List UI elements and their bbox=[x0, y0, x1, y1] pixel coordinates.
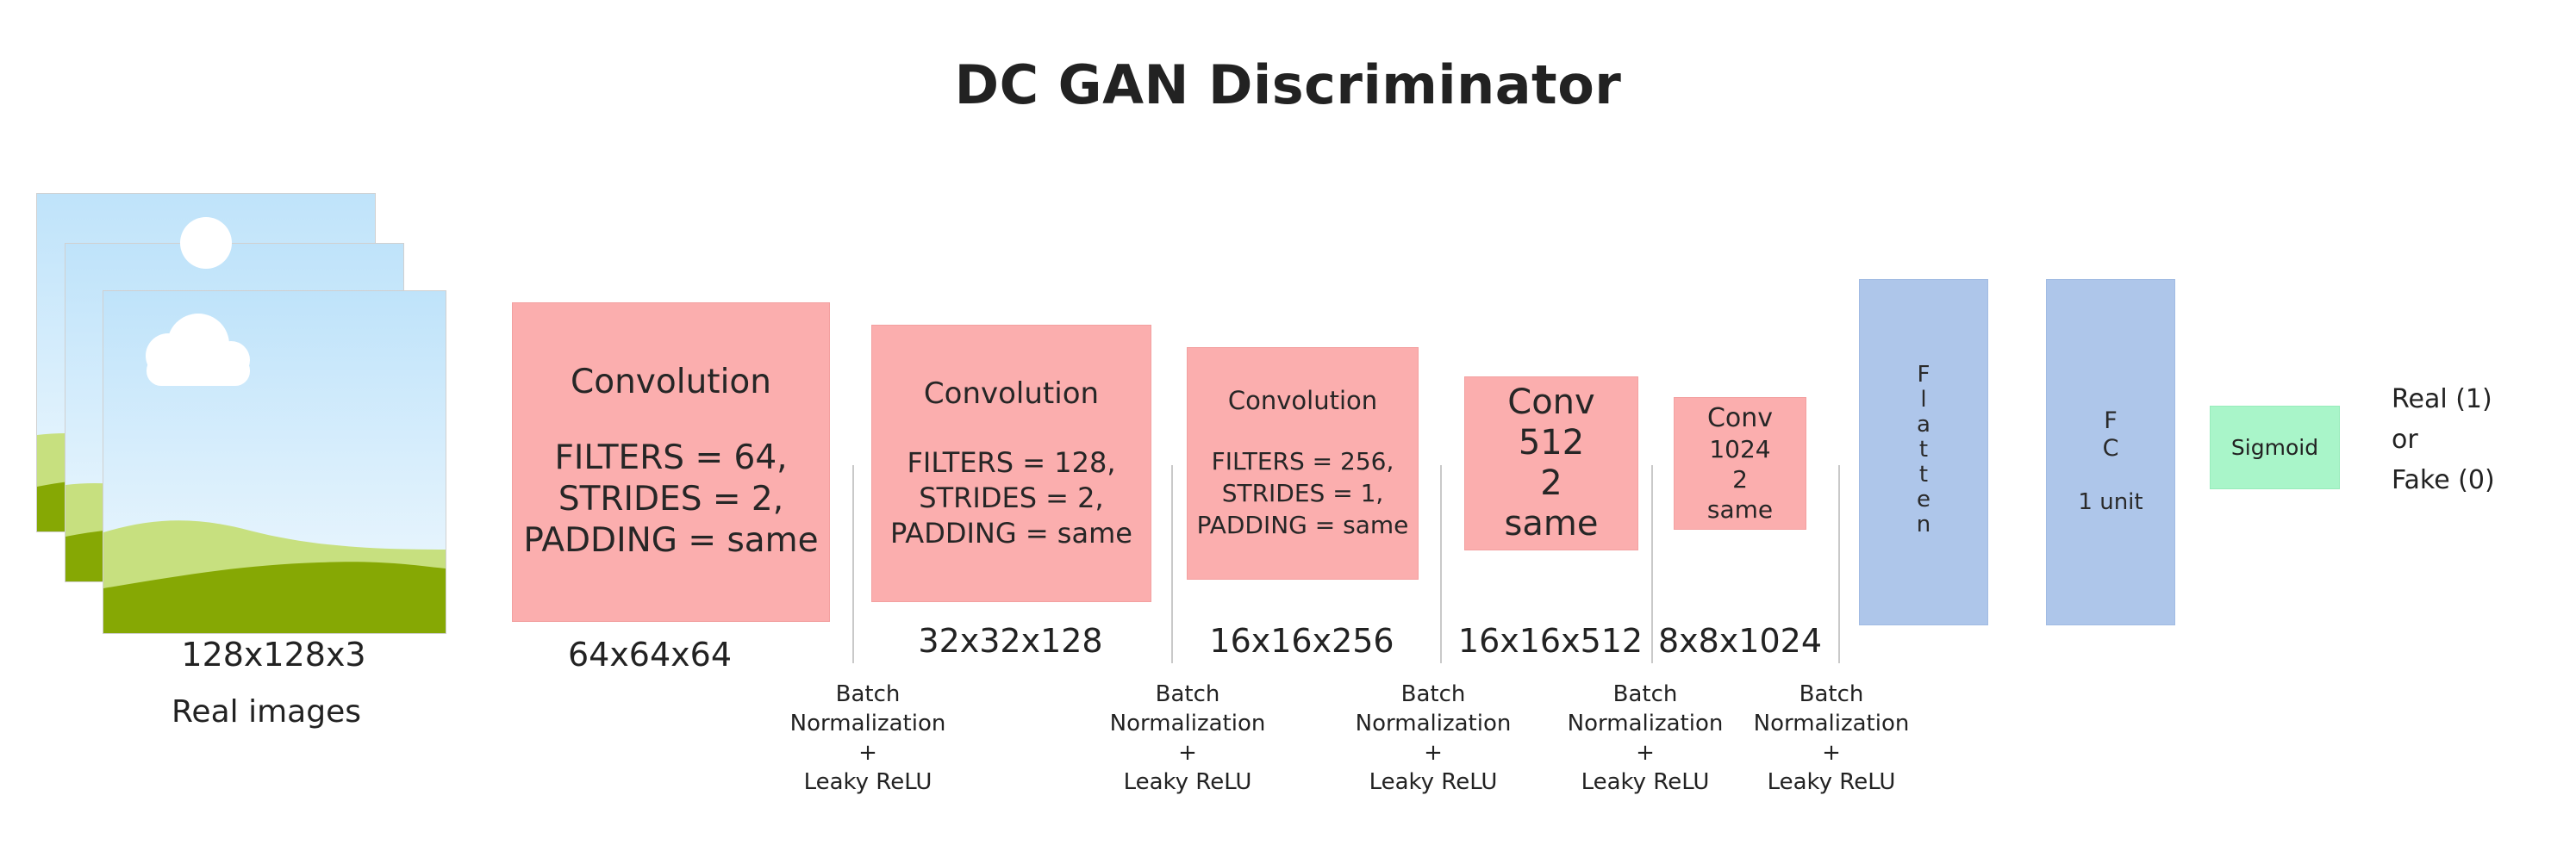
batchnorm-label-2: Batch Normalization + Leaky ReLU bbox=[1109, 681, 1266, 795]
conv-param: FILTERS = 64, bbox=[554, 438, 788, 477]
input-image-front bbox=[103, 290, 446, 634]
conv-param: STRIDES = 1, bbox=[1221, 479, 1384, 507]
conv-heading: Convolution bbox=[570, 363, 771, 401]
fc-units: 1 unit bbox=[2078, 489, 2143, 515]
conv-output-1: 64x64x64 bbox=[567, 636, 733, 674]
conv-param: FILTERS = 256, bbox=[1211, 447, 1394, 475]
conv-param: PADDING = same bbox=[1196, 511, 1409, 539]
sigmoid-block: Sigmoid bbox=[2210, 406, 2340, 489]
conv-output-3: 16x16x256 bbox=[1209, 622, 1394, 660]
conv-heading: Conv bbox=[1507, 382, 1595, 422]
separator-line bbox=[1838, 465, 1840, 663]
conv-output-5: 8x8x1024 bbox=[1657, 622, 1823, 660]
batchnorm-label-1: Batch Normalization + Leaky ReLU bbox=[789, 681, 946, 795]
conv-param: PADDING = same bbox=[890, 516, 1132, 550]
conv-param: 1024 bbox=[1709, 434, 1771, 463]
cloud-icon bbox=[180, 217, 232, 269]
conv-param: STRIDES = 2, bbox=[919, 481, 1104, 514]
fc-block: F C 1 unit bbox=[2046, 279, 2175, 625]
conv-block-5: Conv 1024 2 same bbox=[1674, 397, 1806, 530]
conv-output-2: 32x32x128 bbox=[918, 622, 1103, 660]
diagram-title: DC GAN Discriminator bbox=[954, 53, 1622, 116]
separator-line bbox=[1440, 465, 1442, 663]
conv-param: STRIDES = 2, bbox=[558, 480, 784, 519]
conv-heading: Conv bbox=[1706, 402, 1774, 433]
conv-param: same bbox=[1706, 494, 1774, 524]
separator-line bbox=[1171, 465, 1173, 663]
conv-heading: Convolution bbox=[923, 376, 1100, 411]
output-label: Real (1) or Fake (0) bbox=[2392, 384, 2495, 495]
conv-block-3: Convolution FILTERS = 256, STRIDES = 1, … bbox=[1187, 347, 1419, 580]
conv-param: 2 bbox=[1732, 464, 1748, 494]
flatten-block: F l a t t e n bbox=[1859, 279, 1988, 625]
conv-param: FILTERS = 128, bbox=[907, 445, 1116, 479]
batchnorm-label-3: Batch Normalization + Leaky ReLU bbox=[1355, 681, 1512, 795]
conv-param: PADDING = same bbox=[523, 521, 819, 560]
conv-output-4: 16x16x512 bbox=[1457, 622, 1644, 660]
input-dimensions: 128x128x3 bbox=[181, 636, 366, 674]
conv-param: 512 bbox=[1518, 423, 1585, 463]
fc-label: F bbox=[2104, 407, 2118, 434]
separator-line bbox=[1651, 465, 1653, 663]
batchnorm-label-4: Batch Normalization + Leaky ReLU bbox=[1567, 681, 1724, 795]
separator-line bbox=[852, 465, 854, 663]
cloud-icon bbox=[146, 314, 250, 386]
conv-param: 2 bbox=[1540, 463, 1562, 503]
landscape-image bbox=[103, 291, 446, 633]
conv-block-2: Convolution FILTERS = 128, STRIDES = 2, … bbox=[871, 325, 1151, 602]
batchnorm-label-5: Batch Normalization + Leaky ReLU bbox=[1753, 681, 1910, 795]
input-caption: Real images bbox=[172, 694, 361, 730]
conv-param: same bbox=[1504, 504, 1599, 544]
conv-heading: Convolution bbox=[1227, 386, 1378, 415]
fc-label: C bbox=[2102, 435, 2119, 462]
conv-block-1: Convolution FILTERS = 64, STRIDES = 2, P… bbox=[512, 302, 830, 622]
conv-block-4: Conv 512 2 same bbox=[1464, 376, 1638, 550]
